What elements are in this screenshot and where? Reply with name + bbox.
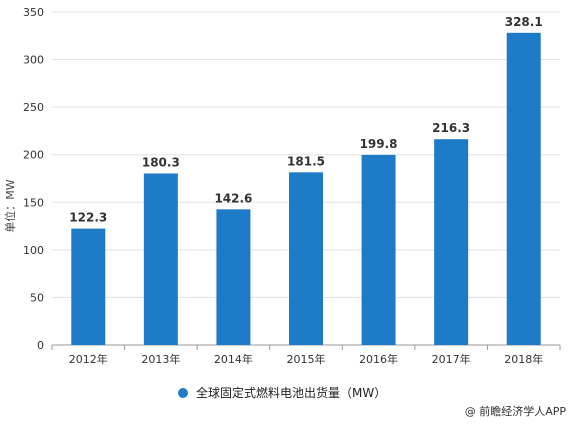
y-axis-title-container: 单位：MW: [0, 150, 17, 260]
y-axis-title: 单位：MW: [4, 179, 17, 233]
bar: [361, 154, 396, 345]
x-tick-label: 2012年: [69, 352, 108, 366]
x-tick-label: 2016年: [359, 352, 398, 366]
bar: [143, 173, 178, 345]
bar: [71, 228, 106, 345]
y-tick-label: 150: [23, 196, 44, 209]
x-tick-label: 2015年: [287, 352, 326, 366]
legend: 全球固定式燃料电池出货量（MW）: [178, 384, 386, 401]
y-tick-label: 300: [23, 54, 44, 67]
data-label: 216.3: [432, 121, 470, 135]
bar: [506, 32, 541, 346]
x-tick-label: 2013年: [141, 352, 180, 366]
data-label: 181.5: [287, 154, 325, 168]
data-label: 328.1: [505, 15, 543, 29]
legend-marker: [178, 387, 188, 398]
source-credit: @ 前瞻经济学人APP: [464, 405, 566, 418]
data-label: 180.3: [142, 155, 180, 169]
y-tick-label: 0: [37, 339, 44, 352]
data-label: 199.8: [360, 137, 398, 151]
x-tick-label: 2014年: [214, 352, 253, 366]
legend-label: 全球固定式燃料电池出货量（MW）: [196, 386, 387, 400]
y-tick-label: 50: [30, 291, 44, 304]
data-label: 122.3: [69, 211, 107, 225]
bar: [289, 172, 323, 345]
y-tick-label: 250: [23, 101, 44, 114]
data-label: 142.6: [214, 191, 252, 205]
y-tick-label: 200: [23, 149, 44, 162]
x-tick-label: 2017年: [432, 352, 471, 366]
x-tick-label: 2018年: [504, 352, 543, 366]
y-tick-label: 350: [23, 6, 44, 19]
bar: [434, 139, 469, 345]
y-tick-label: 100: [23, 244, 44, 257]
bar: [216, 209, 251, 345]
